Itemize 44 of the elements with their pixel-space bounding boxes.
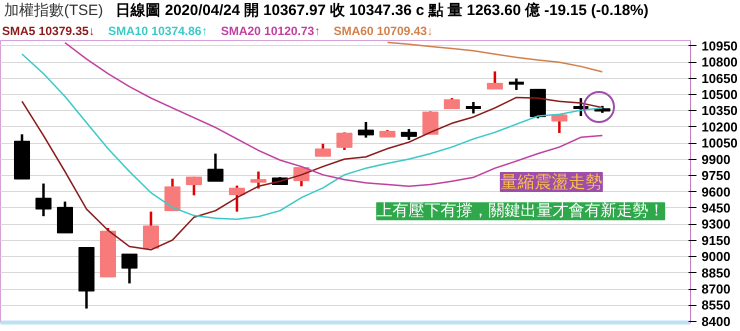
annotation: 量縮震盪走勢 <box>500 172 602 192</box>
candlestick <box>250 170 266 190</box>
y-tick-label: 10200 <box>702 119 738 134</box>
candlestick <box>358 120 374 139</box>
y-tick-label: 8700 <box>702 282 730 297</box>
y-tick-label: 9750 <box>702 168 730 184</box>
candlestick <box>400 128 417 142</box>
candlestick <box>164 177 180 212</box>
candlestick <box>35 182 52 218</box>
y-tick-label: 10050 <box>702 136 738 151</box>
y-tick-label: 9600 <box>702 184 730 200</box>
candlestick <box>551 114 568 134</box>
y-tick-label: 9150 <box>702 232 730 248</box>
y-tick-label: 9900 <box>702 152 730 167</box>
text: SMA10 10374.86↑ <box>108 24 208 38</box>
candlestick <box>314 142 331 158</box>
chart-title: 加權指數(TSE) <box>4 2 104 19</box>
candlestick <box>444 96 460 110</box>
y-tick-label: 8400 <box>702 314 730 329</box>
y-tick-label: 8850 <box>702 265 730 280</box>
candlestick <box>228 184 245 213</box>
y-tick-label: 10650 <box>702 70 738 86</box>
candlestick <box>186 175 202 197</box>
y-tick-label: 10500 <box>702 87 738 102</box>
y-tick-label: 10350 <box>702 103 738 118</box>
y-tick-label: 10800 <box>702 54 738 70</box>
candlestick <box>142 210 159 250</box>
candlestick <box>466 100 481 115</box>
y-tick-label: 9000 <box>702 249 730 264</box>
candlestick <box>486 70 503 90</box>
text: SMA5 10379.35↓ <box>2 24 95 38</box>
candlestick <box>508 77 524 92</box>
series-label: SMA60 10709.43↓ <box>334 24 433 38</box>
y-tick-label: 9300 <box>702 216 730 232</box>
y-tick-label: 8550 <box>702 298 730 313</box>
y-tick-label: 9450 <box>702 200 730 216</box>
y-tick-label: 10950 <box>702 38 738 54</box>
candlestick <box>336 131 352 152</box>
line-series <box>386 42 604 73</box>
candlestick <box>121 252 138 285</box>
text: SMA20 10120.73↑ <box>220 24 320 38</box>
annotation: 上有壓下有撐，關鍵出量才會有新走勢！ <box>376 202 665 220</box>
chart-subtitle: 日線圖 2020/04/24 開 10367.97 收 10347.36 c 點 量 1263.60 億 -19.15 (-0.18%) <box>116 2 649 19</box>
candlestick <box>207 152 224 183</box>
